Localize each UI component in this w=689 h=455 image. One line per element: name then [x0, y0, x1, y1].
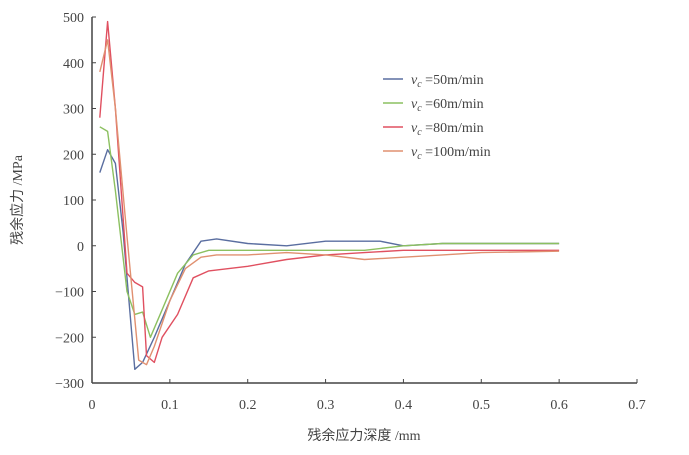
axes: 0 0.1 0.2 0.3 0.4 0.5 0.6 0.7 500 400 300 200 100 0 −1…: [55, 11, 646, 413]
y-tick-label: 300: [63, 103, 84, 118]
y-tick-label: 200: [63, 148, 84, 163]
y-axis-label: 残余应力 /MPa: [9, 154, 26, 245]
y-tick-label: −200: [55, 331, 84, 346]
x-tick-label: 0.7: [628, 398, 646, 413]
legend-label: vc =100m/min: [411, 145, 491, 162]
series-line-1: [99, 126, 560, 338]
legend-label: vc =60m/min: [411, 97, 484, 114]
x-tick-label: 0: [89, 398, 96, 413]
y-tick-label: 100: [63, 194, 84, 209]
series-line-2: [99, 20, 560, 364]
x-axis-label: 残余应力深度 /mm: [307, 427, 420, 444]
legend: vc =50m/min vc =60m/min vc =80m/min vc =100…: [383, 73, 491, 162]
series-line-3: [99, 39, 560, 366]
x-tick-label: 0.3: [317, 398, 335, 413]
legend-label: vc =50m/min: [411, 73, 484, 90]
series-line-0: [99, 148, 560, 370]
x-tick-label: 0.5: [473, 398, 491, 413]
y-tick-label: 0: [77, 240, 84, 255]
x-tick-label: 0.1: [161, 398, 179, 413]
series-lines: [99, 20, 560, 370]
y-tick-label: −100: [55, 286, 84, 301]
x-tick-label: 0.6: [550, 398, 568, 413]
y-tick-label: 400: [63, 57, 84, 72]
y-tick-label: 500: [63, 11, 84, 26]
x-tick-label: 0.2: [239, 398, 257, 413]
x-tick-label: 0.4: [395, 398, 413, 413]
y-tick-label: −300: [55, 377, 84, 392]
legend-label: vc =80m/min: [411, 121, 484, 138]
